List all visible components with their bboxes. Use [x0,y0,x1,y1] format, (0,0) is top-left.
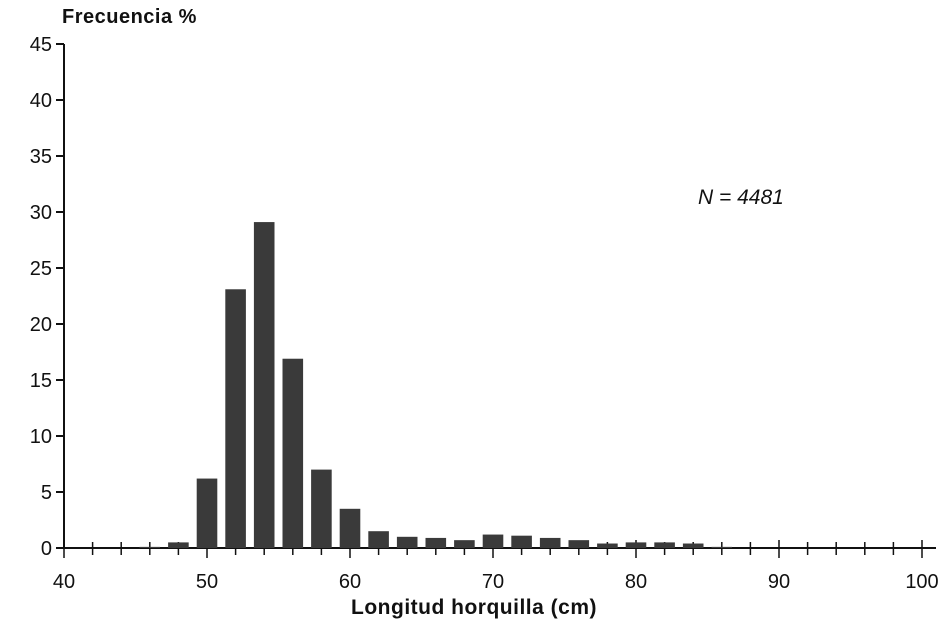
y-tick-label: 35 [30,146,52,168]
x-tick-label: 40 [53,571,75,593]
bar [539,537,561,548]
bars [139,222,733,548]
x-axis-title: Longitud horquilla (cm) [351,596,597,619]
bar [225,289,246,548]
bar [425,537,447,548]
bar [139,546,161,548]
x-tick-label: 80 [625,571,647,593]
x-tick-label: 70 [482,571,504,593]
y-tick-label: 15 [30,370,52,392]
sample-size-annotation: N = 4481 [698,186,784,209]
y-tick-label: 0 [41,538,52,560]
bar [168,542,189,548]
bar [511,535,532,548]
bar [568,540,590,548]
bar [654,542,675,548]
bar [682,543,704,548]
y-tick-label: 45 [30,34,52,56]
bar [253,222,275,548]
y-axis-title: Frecuencia % [62,6,197,28]
bar [339,508,361,548]
bar [368,531,389,548]
bar [597,543,618,548]
bar [625,542,647,548]
bar [482,534,504,548]
bar [454,540,475,548]
y-tick-label: 20 [30,314,52,336]
bar [711,546,733,548]
x-tick-label: 60 [339,571,361,593]
x-tick-label: 50 [196,571,218,593]
bar [396,536,418,548]
bar [196,478,218,548]
x-tick-label: 100 [905,571,938,593]
y-tick-label: 5 [41,482,52,504]
bar [282,358,304,548]
y-axis: 0 5 10 15 20 25 30 35 40 45 [30,34,65,560]
y-tick-label: 30 [30,202,52,224]
y-tick-label: 25 [30,258,52,280]
y-tick-label: 10 [30,426,52,448]
bar [311,469,332,548]
y-tick-label: 40 [30,90,52,112]
x-tick-label: 90 [768,571,790,593]
